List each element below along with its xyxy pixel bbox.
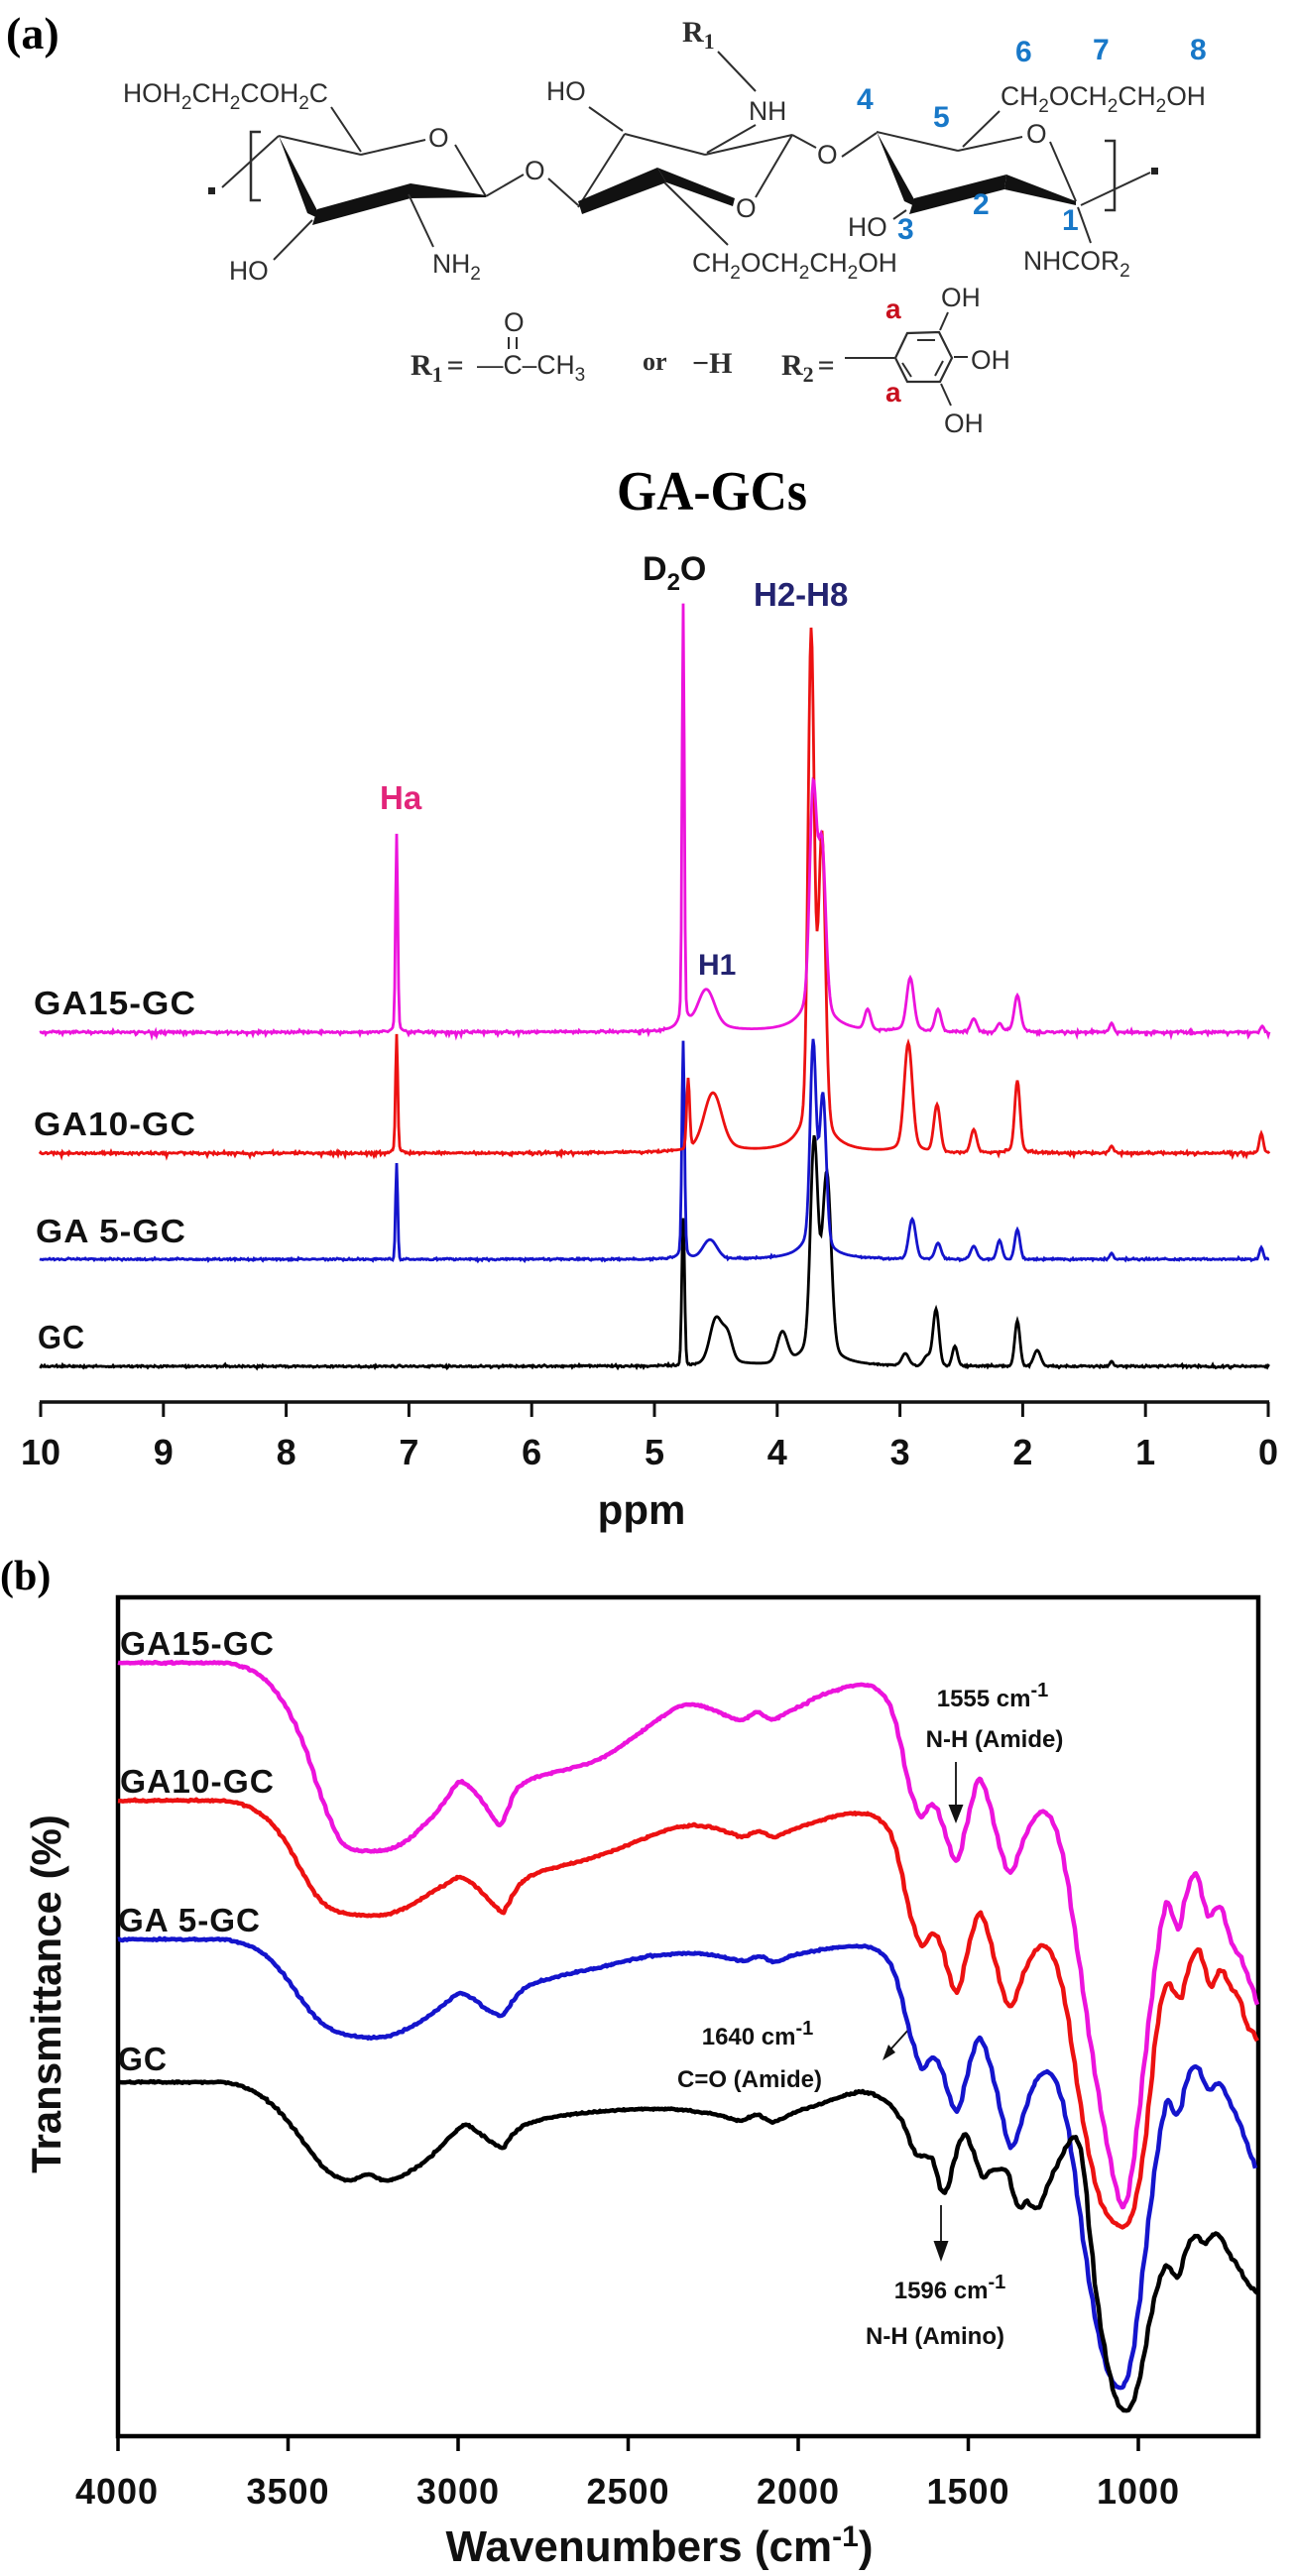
svg-text:N-H (Amino): N-H (Amino) (866, 2323, 1004, 2350)
svg-text:OH: OH (944, 409, 984, 438)
svg-text:R2=: R2 = (781, 349, 835, 387)
svg-text:HO: HO (546, 76, 586, 106)
svg-text:2: 2 (1012, 1432, 1032, 1472)
svg-text:O: O (736, 193, 757, 223)
svg-text:a: a (885, 377, 901, 408)
svg-text:GA10-GC: GA10-GC (120, 1763, 275, 1800)
svg-text:OH: OH (971, 345, 1010, 375)
svg-text:4: 4 (857, 83, 874, 116)
svg-text:9: 9 (154, 1432, 174, 1472)
svg-text:3000: 3000 (416, 2471, 500, 2512)
svg-text:CH2OCH2CH2OH: CH2OCH2CH2OH (692, 248, 897, 284)
svg-text:R1=: R1 = (411, 349, 464, 387)
svg-text:4: 4 (767, 1432, 787, 1472)
svg-text:R1: R1 (682, 16, 715, 54)
svg-text:O: O (428, 123, 449, 153)
svg-text:(b): (b) (0, 1554, 51, 1599)
svg-text:−H: −H (692, 347, 732, 380)
svg-text:ppm: ppm (598, 1486, 686, 1533)
svg-text:5: 5 (645, 1432, 664, 1472)
svg-text:GA15-GC: GA15-GC (34, 985, 196, 1021)
svg-text:O: O (525, 156, 545, 185)
svg-text:Ha: Ha (380, 779, 422, 816)
svg-text:10: 10 (21, 1432, 60, 1472)
svg-text:1640 cm-1: 1640 cm-1 (702, 2018, 814, 2050)
svg-text:2000: 2000 (757, 2471, 840, 2512)
svg-text:1555 cm-1: 1555 cm-1 (937, 1680, 1049, 1712)
svg-text:GC: GC (118, 2041, 168, 2077)
svg-text:NH: NH (749, 96, 786, 126)
svg-text:O: O (504, 307, 525, 337)
svg-text:HOH2CH2COH2C: HOH2CH2COH2C (123, 78, 328, 114)
svg-text:D2O: D2O (643, 550, 706, 596)
svg-text:O: O (1026, 119, 1047, 149)
svg-text:—C–CH3: —C–CH3 (477, 350, 585, 386)
svg-text:C=O (Amide): C=O (Amide) (677, 2066, 822, 2093)
svg-text:1: 1 (1062, 204, 1079, 237)
svg-text:(a): (a) (6, 8, 59, 59)
svg-text:6: 6 (1015, 36, 1032, 68)
svg-text:GA10-GC: GA10-GC (34, 1106, 196, 1142)
svg-text:a: a (885, 293, 901, 324)
svg-text:1596 cm-1: 1596 cm-1 (894, 2272, 1006, 2304)
svg-text:GA 5-GC: GA 5-GC (36, 1213, 186, 1249)
svg-text:1000: 1000 (1097, 2471, 1180, 2512)
svg-text:Wavenumbers (cm-1): Wavenumbers (cm-1) (446, 2520, 874, 2571)
svg-text:GC: GC (38, 1319, 85, 1355)
svg-text:0: 0 (1258, 1432, 1278, 1472)
svg-text:H1: H1 (698, 949, 736, 982)
svg-text:8: 8 (1190, 34, 1207, 66)
svg-text:NHCOR2: NHCOR2 (1023, 246, 1130, 282)
svg-text:6: 6 (522, 1432, 541, 1472)
svg-text:HO: HO (848, 212, 887, 242)
svg-text:H2-H8: H2-H8 (754, 576, 848, 613)
svg-text:3: 3 (890, 1432, 910, 1472)
svg-text:4000: 4000 (75, 2471, 159, 2512)
svg-text:or: or (643, 347, 667, 376)
svg-text:GA 5-GC: GA 5-GC (118, 1902, 261, 1938)
svg-text:Transmittance (%): Transmittance (%) (23, 1815, 69, 2173)
svg-text:3: 3 (897, 213, 914, 246)
svg-text:1: 1 (1135, 1432, 1155, 1472)
svg-text:1500: 1500 (926, 2471, 1009, 2512)
svg-text:GA-GCs: GA-GCs (617, 461, 807, 523)
svg-text:O: O (817, 140, 838, 170)
svg-text:2: 2 (973, 188, 990, 221)
svg-text:OH: OH (941, 283, 981, 312)
svg-text:7: 7 (1093, 34, 1110, 66)
svg-text:CH2OCH2CH2OH: CH2OCH2CH2OH (1001, 81, 1206, 117)
svg-text:GA15-GC: GA15-GC (120, 1625, 275, 1662)
svg-text:HO: HO (229, 256, 269, 286)
svg-text:7: 7 (399, 1432, 418, 1472)
svg-text:8: 8 (277, 1432, 296, 1472)
svg-text:NH2: NH2 (432, 249, 481, 285)
svg-text:5: 5 (933, 101, 950, 134)
svg-text:2500: 2500 (586, 2471, 669, 2512)
svg-text:3500: 3500 (246, 2471, 329, 2512)
svg-text:N-H (Amide): N-H (Amide) (926, 1726, 1064, 1753)
